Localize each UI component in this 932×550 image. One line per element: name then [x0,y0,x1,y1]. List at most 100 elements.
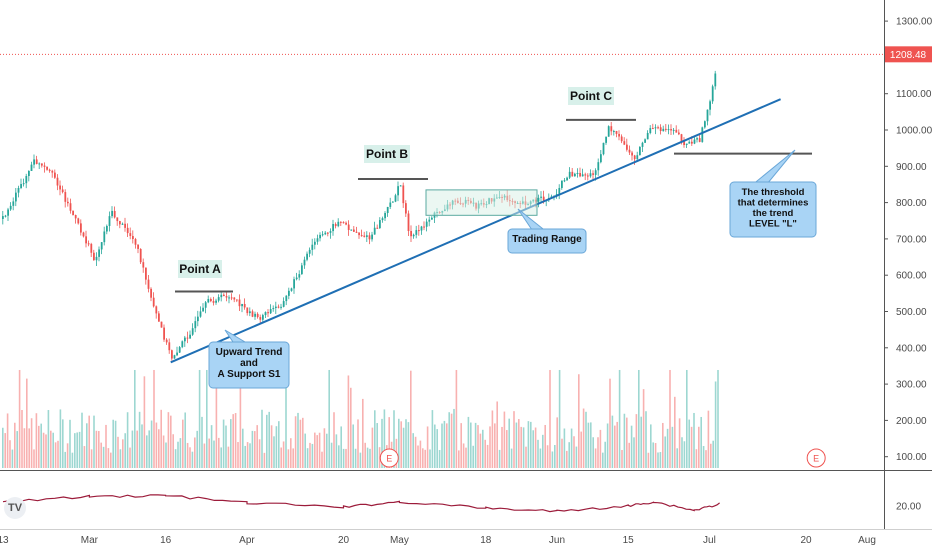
volume-bar [645,411,647,468]
volume-bar [472,445,474,468]
volume-bar [326,433,328,468]
volume-bar [659,452,662,468]
candle-body [332,224,334,232]
volume-bar [450,413,453,468]
volume-bar [11,449,14,468]
volume-bar [362,398,364,468]
volume-bar [582,408,585,468]
candle-body [280,306,282,308]
candle-body [165,339,168,343]
volume-bar [705,450,707,468]
candle-body [28,170,30,177]
price-tick-label: 300.00 [896,380,927,391]
candle-body [571,171,574,177]
volume-bar [503,411,506,468]
candle-body [587,175,589,177]
volume-bar [42,432,45,468]
candle-body [607,126,610,137]
candle-body [667,129,670,131]
volume-bar [98,431,100,468]
volume-bar [482,429,484,468]
volume-bar [510,448,513,468]
candle-body [48,169,51,171]
volume-bar [258,439,261,468]
candle-body [46,166,48,170]
volume-bar [438,450,441,468]
candle-body [150,288,152,298]
volume-bar [467,416,470,468]
volume-bar [182,419,184,468]
volume-bar [50,430,52,468]
volume-bar [179,438,182,468]
volume-bar [357,419,359,468]
volume-bar [470,422,472,468]
time-tick-label: 13 [0,535,9,546]
volume-bar [662,422,664,468]
volume-bar [422,448,424,468]
candle-body [685,143,688,145]
candle-body [7,209,9,216]
volume-bar [261,409,263,468]
volume-bar [501,426,503,468]
volume-bar [57,440,59,468]
candle-body [215,300,217,303]
volume-bar [352,424,354,468]
candle-body [688,141,691,144]
time-tick-label: 16 [160,535,172,546]
volume-bar [702,446,705,468]
candle-body [428,219,431,222]
candle-body [389,202,392,207]
candle-body [246,307,249,314]
candle-body [654,127,657,129]
volume-bar [542,434,544,468]
candle-body [384,213,386,219]
volume-bar [546,445,549,468]
volume-bar [311,443,314,468]
volume-bar [405,419,407,468]
volume-bar [222,419,225,468]
candle-body [672,129,675,131]
volume-bar [561,438,563,468]
candle-body [334,224,337,227]
volume-bar [647,452,650,468]
volume-bar [710,443,712,468]
volume-bar [249,443,251,468]
candle-body [223,294,225,297]
volume-bar [64,451,66,468]
candle-body [392,201,394,203]
candle-body [87,243,90,245]
volume-bar [62,419,64,468]
volume-bar [292,448,294,468]
candle-body [108,216,111,226]
candle-body [43,165,46,167]
volume-bar [227,446,230,468]
volume-bar [424,449,426,468]
candle-body [561,180,563,188]
volume-bar [340,426,342,468]
volume-bar [203,443,206,468]
candle-body [371,234,373,240]
volume-bar [609,378,611,468]
candle-body [168,342,171,351]
candle-body [25,176,28,184]
price-tick-label: 200.00 [896,416,927,427]
volume-bar [633,437,635,468]
volume-bar [304,433,306,468]
candle-body [581,174,584,177]
volume-bar [515,422,518,468]
candle-body [670,129,672,131]
earnings-marker [379,448,399,468]
candle-body [373,227,376,235]
candle-body [194,321,197,329]
candle-body [641,142,644,147]
volume-bar [486,444,489,468]
candle-body [711,86,714,102]
candle-body [394,195,397,202]
volume-bar [30,418,33,468]
candle-body [262,315,264,320]
candle-body [399,185,402,187]
price-tick-label: 800.00 [896,198,927,209]
volume-bar [558,369,561,468]
candle-body [594,170,597,175]
